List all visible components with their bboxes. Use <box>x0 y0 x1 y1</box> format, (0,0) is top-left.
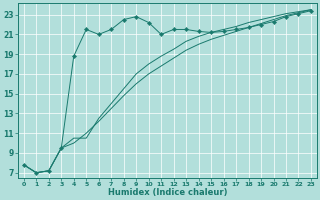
X-axis label: Humidex (Indice chaleur): Humidex (Indice chaleur) <box>108 188 227 197</box>
